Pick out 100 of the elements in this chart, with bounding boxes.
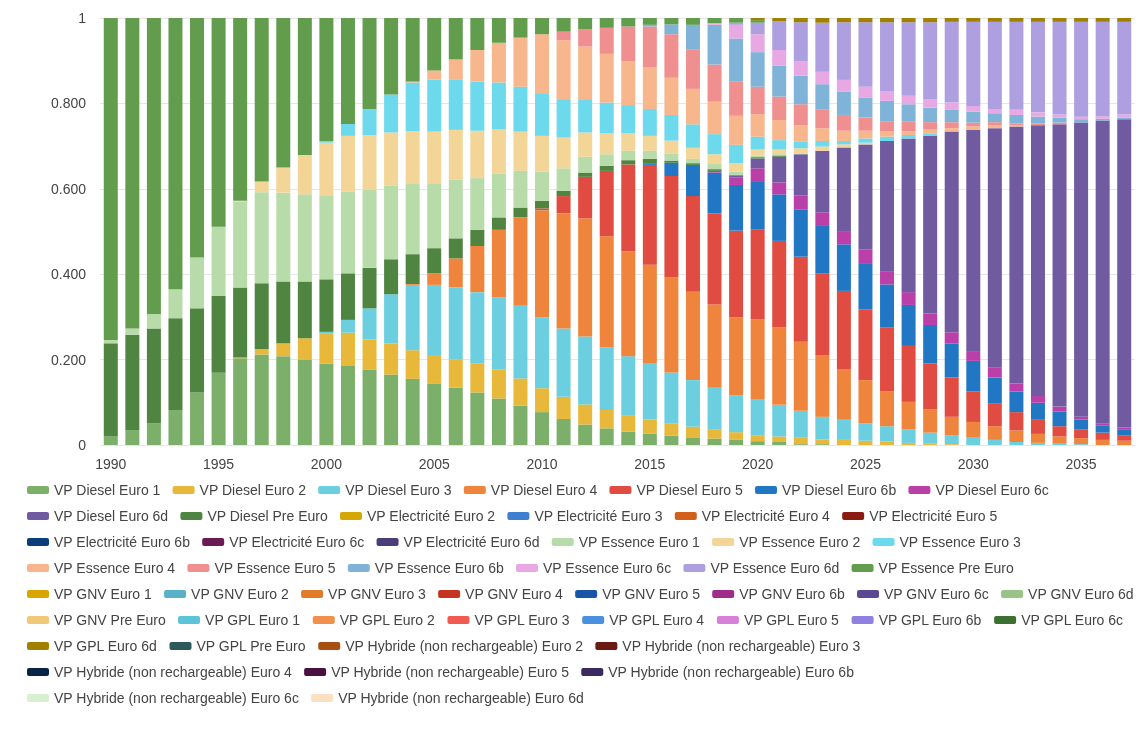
bar (1074, 21, 1089, 117)
bar (685, 124, 700, 148)
bar (297, 281, 312, 339)
bar (362, 190, 377, 268)
bar (405, 254, 420, 285)
bar (427, 18, 442, 71)
bar (793, 22, 808, 62)
bar (664, 160, 679, 163)
bar (772, 96, 787, 121)
bar (211, 295, 226, 373)
bar (556, 137, 571, 169)
bar (125, 18, 140, 329)
bar (1095, 439, 1110, 445)
bar (427, 273, 442, 285)
bar (190, 18, 205, 258)
bar (880, 18, 895, 23)
bar (750, 168, 765, 182)
legend-label: VP Diesel Pre Euro (207, 508, 328, 524)
bar (1117, 440, 1132, 445)
bar (319, 18, 334, 141)
bar (772, 120, 787, 141)
bar (966, 391, 981, 422)
bar (470, 50, 485, 82)
bar (707, 429, 722, 439)
bar (729, 439, 744, 445)
bar (427, 79, 442, 132)
bar (513, 405, 528, 445)
x-tick-label: 1995 (203, 456, 235, 472)
bar (880, 136, 895, 141)
bar (793, 75, 808, 105)
bar (168, 18, 183, 290)
legend-label: VP Electricité Euro 5 (869, 508, 998, 524)
bar (836, 439, 851, 445)
legend-label: VP Electricité Euro 4 (701, 508, 831, 524)
bar (772, 18, 787, 21)
bar (772, 182, 787, 195)
legend-label: VP GPL Euro 6c (1021, 612, 1124, 628)
bar (793, 125, 808, 142)
bar (578, 132, 593, 157)
bar (836, 368, 851, 420)
bar (448, 287, 463, 360)
bar (1095, 425, 1110, 433)
bar (556, 418, 571, 445)
bar (923, 133, 938, 136)
bar (340, 332, 355, 367)
bar (470, 363, 485, 393)
bar (793, 341, 808, 411)
bar (772, 442, 787, 445)
bar (319, 195, 334, 280)
bar (491, 82, 506, 130)
bar (599, 170, 614, 237)
bar (427, 383, 442, 445)
bar (491, 217, 506, 230)
bar (470, 246, 485, 293)
bar (578, 176, 593, 219)
bar (944, 343, 959, 378)
bar (297, 18, 312, 156)
bar (470, 292, 485, 364)
bar (729, 18, 744, 23)
bar (664, 34, 679, 78)
bar (793, 437, 808, 445)
bar (923, 99, 938, 108)
bar (880, 22, 895, 92)
bar (880, 327, 895, 392)
legend-label: VP Diesel Euro 6b (782, 482, 897, 498)
bar (858, 249, 873, 264)
bar (944, 377, 959, 417)
bar (750, 441, 765, 445)
bar (815, 71, 830, 85)
x-tick-label: 2035 (1065, 456, 1097, 472)
bar (621, 415, 636, 432)
bar (1030, 433, 1045, 443)
bar (836, 79, 851, 92)
bar (384, 259, 399, 295)
legend-label: VP GPL Pre Euro (196, 638, 306, 654)
bar (599, 133, 614, 155)
bar (880, 100, 895, 122)
bar (362, 18, 377, 109)
bar (578, 336, 593, 405)
x-tick-label: 2030 (957, 456, 990, 472)
bar (707, 18, 722, 24)
legend-label: VP GNV Euro 1 (54, 586, 152, 602)
bar (599, 409, 614, 429)
bar (362, 135, 377, 191)
bar (1009, 383, 1024, 392)
bar (880, 391, 895, 427)
bar (729, 144, 744, 164)
bar (685, 88, 700, 125)
bar (491, 229, 506, 298)
bar (664, 175, 679, 278)
bar (987, 377, 1002, 404)
bar (535, 34, 550, 94)
bar (815, 146, 830, 151)
bar (513, 170, 528, 208)
bar (901, 22, 916, 96)
bar (944, 416, 959, 436)
legend-label: VP Diesel Euro 6c (935, 482, 1049, 498)
bar (233, 358, 248, 445)
y-tick-label: 0.400 (50, 266, 87, 283)
bar (966, 21, 981, 106)
